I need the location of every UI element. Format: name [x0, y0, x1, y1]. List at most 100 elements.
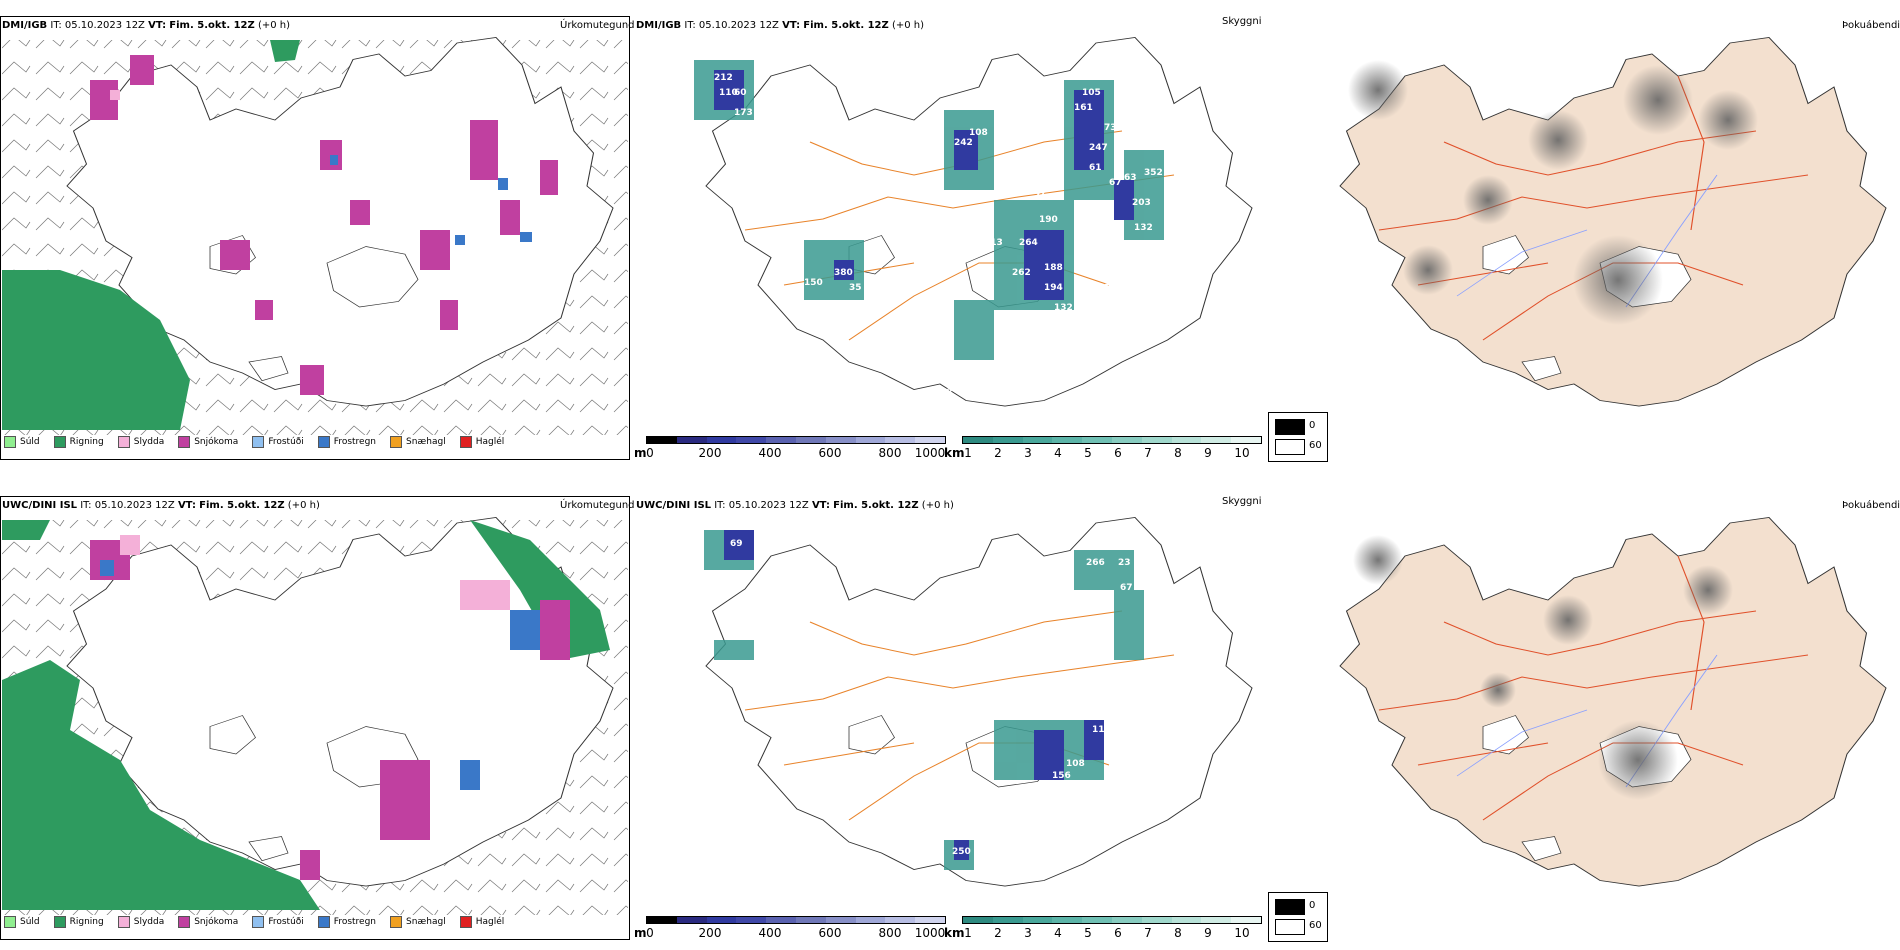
precip-map [2, 516, 628, 915]
fog-map [1339, 516, 1887, 887]
visibility-colorbar: km 1 2 3 4 5 6 7 8 9 10 [944, 916, 1266, 950]
cloud-label: 60 [734, 88, 747, 98]
cloud-label: 296 [784, 338, 803, 348]
fog-legend-swatch [1275, 899, 1305, 915]
colorbar-tick: 600 [818, 446, 842, 460]
colorbar-tick: 8 [1174, 926, 1182, 940]
precip-type-panel: DMI/IGB IT: 05.10.2023 12Z VT: Fim. 5.ok… [0, 0, 635, 470]
legend-swatch [117, 916, 130, 928]
cloud-label: 110 [719, 88, 738, 98]
legend-item: Rigning [53, 436, 104, 448]
colorbar-tick: 800 [878, 446, 902, 460]
colorbar-tick: 4 [1054, 926, 1062, 940]
cloud-label: 213 [984, 238, 1003, 248]
colorbar-unit: m [634, 926, 647, 940]
panel-title: Þokuábendi [1842, 500, 1900, 511]
legend-item: Frostúði [252, 436, 304, 448]
fog-areas [1353, 535, 1733, 800]
legend-swatch [459, 436, 472, 448]
panel-header: DMI/IGB IT: 05.10.2023 12Z VT: Fim. 5.ok… [2, 20, 291, 31]
cloud-label: 242 [954, 138, 973, 148]
cloud-label: 380 [834, 268, 853, 278]
fog-legend-swatch [1275, 419, 1305, 435]
cloud-label: 105 [1089, 298, 1108, 308]
colorbar [962, 436, 1262, 444]
cloud-label: 69 [730, 539, 743, 549]
colorbar-tick: 6 [1114, 926, 1122, 940]
rain-area [2, 660, 320, 910]
legend-item: Snæhagl [390, 916, 446, 928]
fog-map [1339, 36, 1887, 407]
cloud-label: 67 [1109, 178, 1122, 188]
cloud-label: 260 [1129, 253, 1148, 263]
rain-area [2, 270, 190, 430]
cloud-label: 132 [1134, 223, 1153, 233]
precip-legend: Súld Rigning Slydda Snjókoma Frostúði Fr… [4, 916, 504, 928]
map-frame [0, 16, 630, 460]
colorbar-tick: 9 [1204, 926, 1212, 940]
visibility-panel: 69 266 23 67 142 122 11 10 108 156 89 25… [634, 480, 1266, 950]
snow-areas [90, 55, 558, 395]
colorbar-tick: 10 [1234, 446, 1250, 460]
legend-item: Snæhagl [390, 436, 446, 448]
map-frame [0, 496, 630, 940]
legend-swatch [178, 436, 191, 448]
cloud-label: 10 [1104, 738, 1117, 748]
legend-item: Frostregn [317, 916, 376, 928]
panel-header: UWC/DINI ISL IT: 05.10.2023 12Z VT: Fim.… [636, 500, 954, 511]
cloud-label: 266 [1089, 208, 1108, 218]
legend-swatch [459, 916, 472, 928]
legend-swatch [4, 436, 16, 448]
cloud-label: 142 [1052, 658, 1071, 668]
colorbar-tick: 1000 [914, 446, 946, 460]
cloud-base-areas [714, 70, 1134, 300]
cloud-label: 194 [1044, 283, 1063, 293]
colorbar-tick: 400 [758, 926, 782, 940]
cloud-base-labels: 69 266 23 67 142 122 11 10 108 156 89 25… [704, 539, 1133, 857]
cloud-base-areas [724, 530, 1104, 860]
cloud-label: 16 [986, 623, 999, 633]
legend-swatch [317, 436, 330, 448]
cloud-label: 352 [1144, 168, 1163, 178]
cloud-label: 11 [1092, 725, 1105, 735]
colorbar-tick: 0 [646, 926, 654, 940]
precip-type-panel: UWC/DINI ISL IT: 05.10.2023 12Z VT: Fim.… [0, 480, 635, 950]
cloud-label: 161 [1074, 103, 1093, 113]
legend-item: Slydda [117, 916, 164, 928]
legend-swatch [178, 916, 191, 928]
colorbar-tick: 3 [1024, 446, 1032, 460]
cloud-label: 63 [1124, 173, 1137, 183]
colorbar-tick: 2 [994, 446, 1002, 460]
cloud-label: 203 [1132, 198, 1151, 208]
legend-swatch [4, 916, 16, 928]
cloud-label: 209 [1129, 143, 1148, 153]
colorbar-tick: 6 [1114, 446, 1122, 460]
fog-areas [1348, 60, 1758, 325]
colorbar-tick: 200 [698, 446, 722, 460]
cloud-label: 35 [849, 283, 862, 293]
legend-item: Frostúði [252, 916, 304, 928]
colorbar-tick: 4 [1054, 446, 1062, 460]
legend-item: Slydda [117, 436, 164, 448]
cloud-base-colorbar: m 0 200 400 600 800 1000 [634, 916, 946, 950]
panel-title: Skyggni [1222, 496, 1262, 507]
cloud-label: 61 [1089, 163, 1102, 173]
legend-item: Súld [4, 916, 40, 928]
colorbar [646, 436, 946, 444]
cloud-label: 353 [934, 388, 953, 398]
cloud-label: 122 [962, 693, 981, 703]
panel-header: DMI/IGB IT: 05.10.2023 12Z VT: Fim. 5.ok… [636, 20, 925, 31]
fog-legend-swatch [1275, 919, 1305, 935]
colorbar-unit: km [944, 926, 965, 940]
cloud-label: 300 [939, 373, 958, 383]
colorbar-tick: 600 [818, 926, 842, 940]
legend-swatch [390, 916, 403, 928]
legend-item: Snjókoma [178, 916, 238, 928]
colorbar-tick: 3 [1024, 926, 1032, 940]
colorbar-tick: 9 [1204, 446, 1212, 460]
colorbar-tick: 5 [1084, 926, 1092, 940]
cloud-label: 67 [1120, 583, 1133, 593]
cloud-label: 32 [1016, 568, 1029, 578]
cloud-label: 250 [952, 847, 971, 857]
fog-panel: Þokuábendi 0 60 [1268, 0, 1900, 470]
